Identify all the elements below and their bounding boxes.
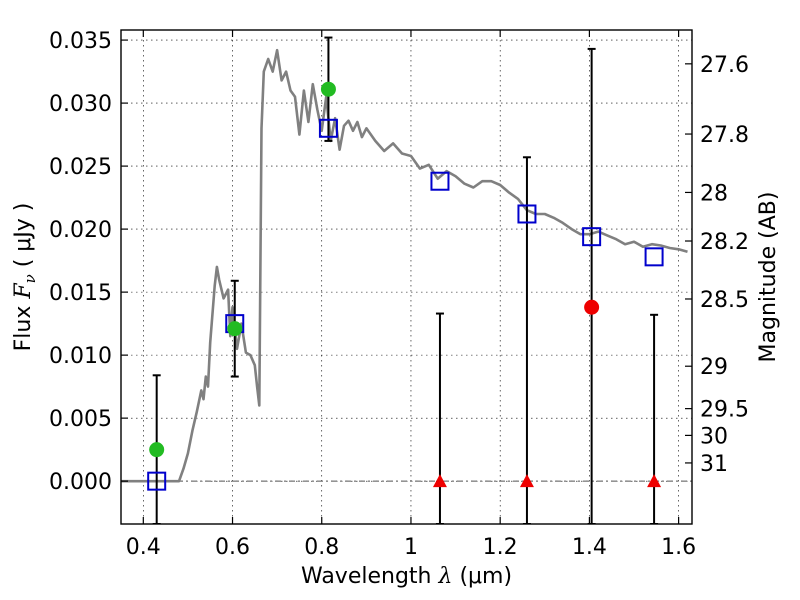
- observed-flux-point: [149, 442, 165, 458]
- model-flux-square: [430, 171, 450, 191]
- model-flux-square: [147, 471, 167, 491]
- plot-frame: [120, 29, 693, 525]
- x-tick-label: 0.4: [126, 535, 161, 560]
- y-tick-label: 0.020: [49, 218, 112, 243]
- x-tick-label: 1: [404, 535, 418, 560]
- y2-tick-label: 29: [700, 355, 728, 380]
- y-tick-label: 0.005: [49, 407, 112, 432]
- y-tick-label: 0.000: [49, 470, 112, 495]
- upper-limit-triangle: [432, 474, 447, 488]
- model-flux-square: [582, 227, 602, 247]
- x-tick-label: 1.4: [572, 535, 607, 560]
- y2-tick-label: 29.5: [700, 398, 749, 423]
- observed-flux-point: [320, 81, 336, 97]
- tick-marks: [121, 30, 692, 524]
- y2-tick-label: 28.2: [700, 230, 749, 255]
- y2-tick-label: 28.5: [700, 288, 749, 313]
- tick-labels: 0.4 0.6 0.8 1 1.2 1.4 1.6 0.000 0.005 0.010 0.015 0…: [49, 29, 749, 560]
- y-axis-label: Flux Fν ( μJy ): [11, 203, 39, 352]
- x-tick-label: 0.8: [304, 535, 339, 560]
- y2-tick-label: 28: [700, 181, 728, 206]
- plot-area: [121, 30, 692, 524]
- x-tick-label: 1.2: [483, 535, 518, 560]
- observed-flux-point: [227, 321, 243, 337]
- y2-axis-label: Magnitude (AB): [756, 192, 781, 363]
- upper-limit-triangle: [647, 474, 662, 488]
- y-tick-label: 0.010: [49, 344, 112, 369]
- y2-tick-label: 31: [700, 452, 728, 477]
- x-axis-label: Wavelength λ (μm): [301, 564, 512, 589]
- upper-limit-triangle: [519, 474, 534, 488]
- y-tick-label: 0.030: [49, 92, 112, 117]
- grid-lines: [121, 30, 692, 524]
- y2-tick-label: 27.6: [700, 53, 749, 78]
- x-tick-label: 0.6: [215, 535, 250, 560]
- y2-tick-label: 27.8: [700, 123, 749, 148]
- model-flux-square: [517, 204, 537, 224]
- x-tick-label: 1.6: [661, 535, 696, 560]
- y-tick-label: 0.025: [49, 155, 112, 180]
- data-marks: [121, 36, 688, 524]
- model-flux-square: [644, 247, 664, 267]
- y-tick-label: 0.035: [49, 29, 112, 54]
- observed-flux-point: [584, 299, 600, 315]
- y-tick-label: 0.015: [49, 281, 112, 306]
- y2-tick-label: 30: [700, 424, 728, 449]
- model-flux-square: [318, 118, 338, 138]
